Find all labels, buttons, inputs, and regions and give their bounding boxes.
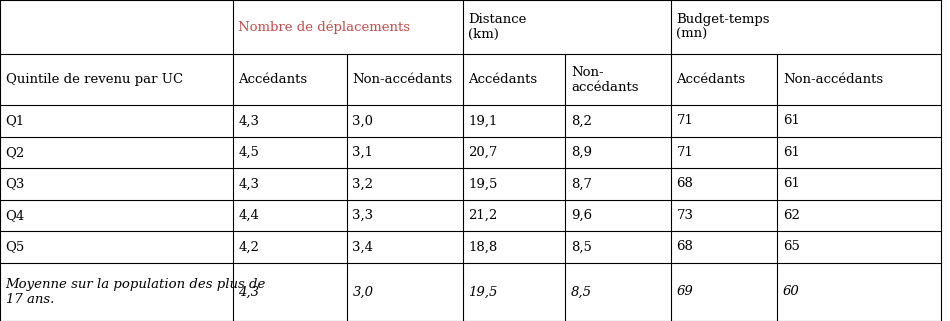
Text: 60: 60 xyxy=(783,285,800,298)
Text: 8,9: 8,9 xyxy=(571,146,592,159)
Text: 8,7: 8,7 xyxy=(571,177,592,190)
Text: 21,2: 21,2 xyxy=(468,209,498,222)
Text: 73: 73 xyxy=(676,209,694,222)
Text: 19,5: 19,5 xyxy=(468,285,498,298)
Text: Moyenne sur la population des plus de
17 ans.: Moyenne sur la population des plus de 17… xyxy=(6,278,266,306)
Text: Non-accédants: Non-accédants xyxy=(352,73,452,86)
Text: 3,4: 3,4 xyxy=(352,240,373,253)
Text: 4,5: 4,5 xyxy=(238,146,259,159)
Text: 61: 61 xyxy=(783,114,800,127)
Text: 62: 62 xyxy=(783,209,800,222)
Text: Accédants: Accédants xyxy=(468,73,538,86)
Text: 71: 71 xyxy=(676,114,694,127)
Text: Accédants: Accédants xyxy=(238,73,308,86)
Text: 4,4: 4,4 xyxy=(238,209,259,222)
Text: 3,2: 3,2 xyxy=(352,177,373,190)
Text: Budget-temps
(mn): Budget-temps (mn) xyxy=(676,13,770,41)
Text: Distance
(km): Distance (km) xyxy=(468,13,526,41)
Text: 61: 61 xyxy=(783,146,800,159)
Text: 3,1: 3,1 xyxy=(352,146,373,159)
Text: 68: 68 xyxy=(676,177,694,190)
Text: 4,3: 4,3 xyxy=(238,177,259,190)
Text: 19,5: 19,5 xyxy=(468,177,498,190)
Text: 4,3: 4,3 xyxy=(238,114,259,127)
Text: 19,1: 19,1 xyxy=(468,114,498,127)
Text: Q4: Q4 xyxy=(6,209,25,222)
Text: 61: 61 xyxy=(783,177,800,190)
Text: 9,6: 9,6 xyxy=(571,209,592,222)
Text: 18,8: 18,8 xyxy=(468,240,498,253)
Text: 68: 68 xyxy=(676,240,694,253)
Text: Accédants: Accédants xyxy=(676,73,746,86)
Text: Q3: Q3 xyxy=(6,177,25,190)
Text: Quintile de revenu par UC: Quintile de revenu par UC xyxy=(6,73,182,86)
Text: 3,0: 3,0 xyxy=(352,114,373,127)
Text: 4,2: 4,2 xyxy=(238,240,259,253)
Text: 69: 69 xyxy=(676,285,694,298)
Text: 8,2: 8,2 xyxy=(571,114,592,127)
Text: 71: 71 xyxy=(676,146,694,159)
Text: Non-
accédants: Non- accédants xyxy=(571,65,638,93)
Text: Q5: Q5 xyxy=(6,240,25,253)
Text: 20,7: 20,7 xyxy=(468,146,498,159)
Text: 8,5: 8,5 xyxy=(571,285,592,298)
Text: Q2: Q2 xyxy=(6,146,25,159)
Text: Nombre de déplacements: Nombre de déplacements xyxy=(238,20,410,34)
Text: 4,3: 4,3 xyxy=(238,285,259,298)
Text: Non-accédants: Non-accédants xyxy=(783,73,883,86)
Text: Q1: Q1 xyxy=(6,114,25,127)
Text: 8,5: 8,5 xyxy=(571,240,592,253)
Text: 3,3: 3,3 xyxy=(352,209,373,222)
Text: 65: 65 xyxy=(783,240,800,253)
Text: 3,0: 3,0 xyxy=(352,285,373,298)
